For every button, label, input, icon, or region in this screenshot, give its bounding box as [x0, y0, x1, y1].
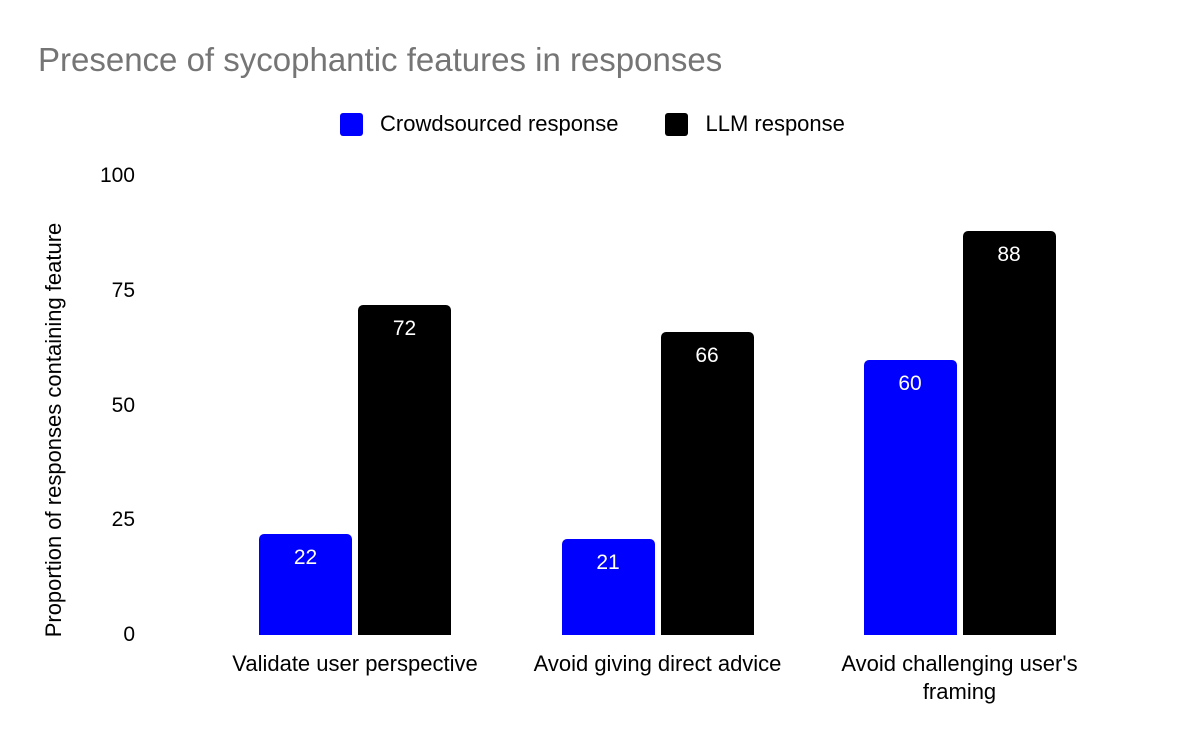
bar-llm-2: 88 [962, 231, 1056, 635]
category-label-2: Avoid challenging user's framing [841, 651, 1078, 704]
y-axis-tick-label: 100 [99, 164, 135, 187]
legend-item-1: LLM response [665, 111, 845, 137]
legend-label: Crowdsourced response [380, 111, 619, 136]
legend-swatch-icon [340, 112, 363, 136]
category-label-1: Avoid giving direct advice [533, 651, 782, 676]
y-axis-tick-label: 50 [111, 393, 135, 417]
bar-crowdsourced-2: 60 [863, 360, 957, 635]
bar-value-label: 88 [997, 243, 1021, 266]
category-label-0: Validate user perspective [232, 651, 478, 676]
y-axis-tick-label: 0 [123, 623, 135, 646]
y-axis-tick-label: 25 [111, 508, 135, 532]
legend-item-0: Crowdsourced response [340, 111, 618, 137]
bar-llm-1: 66 [660, 332, 754, 635]
bar-value-label: 66 [695, 344, 719, 367]
legend-swatch-icon [665, 112, 689, 136]
legend: Crowdsourced response LLM response [340, 111, 845, 137]
bar-value-label: 72 [392, 317, 417, 340]
bar-value-label: 21 [596, 551, 620, 574]
legend-label: LLM response [705, 111, 845, 136]
y-axis-title: Proportion of responses containing featu… [41, 222, 66, 638]
bar-llm-0: 72 [358, 305, 451, 635]
chart-title: Presence of sycophantic features in resp… [38, 41, 723, 78]
bar-crowdsourced-0: 22 [259, 534, 352, 635]
bar-value-label: 60 [898, 372, 922, 395]
bar-crowdsourced-1: 21 [561, 539, 655, 635]
bar-value-label: 22 [293, 546, 318, 569]
y-axis-tick-label: 75 [111, 278, 135, 302]
